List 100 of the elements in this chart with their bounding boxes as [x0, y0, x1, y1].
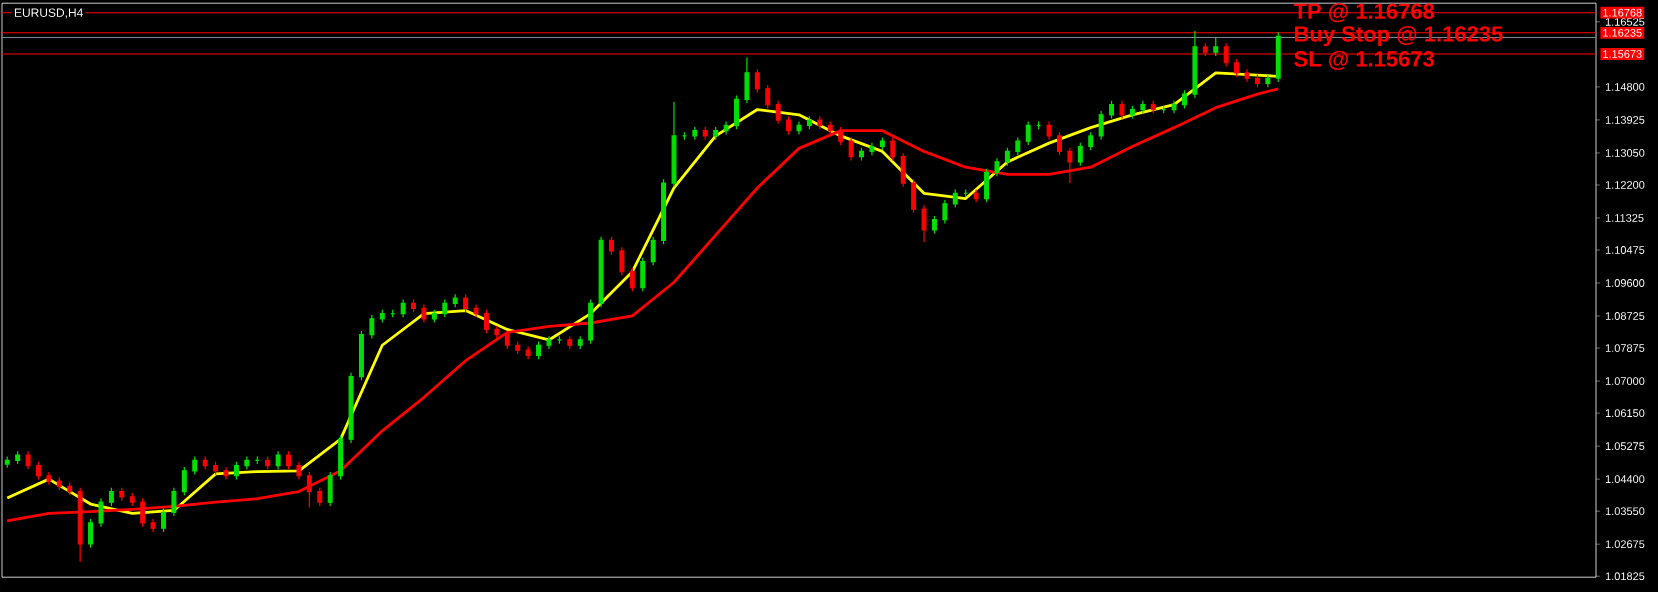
candlestick	[567, 335, 573, 350]
candlestick	[275, 450, 281, 470]
candlestick	[1004, 147, 1010, 167]
candlestick	[88, 518, 94, 549]
candlestick	[202, 455, 208, 470]
candlestick	[671, 101, 677, 188]
y-tick-label: 1.06150	[1605, 409, 1645, 418]
candlestick	[56, 476, 62, 491]
candlestick	[984, 168, 990, 203]
candlestick	[1265, 73, 1271, 88]
candlestick	[400, 299, 406, 318]
candlestick	[1254, 73, 1260, 88]
y-tick-label: 1.01825	[1605, 572, 1645, 581]
candlestick	[108, 487, 114, 507]
candlestick	[577, 335, 583, 350]
candlestick	[744, 56, 750, 104]
y-tick-label: 1.14800	[1605, 83, 1645, 91]
candlestick	[1088, 131, 1094, 151]
candlestick	[421, 303, 427, 324]
candlestick	[900, 152, 906, 188]
candlestick	[1025, 121, 1031, 146]
candlestick	[1192, 30, 1198, 99]
candlestick	[358, 330, 364, 381]
candlestick	[1140, 100, 1146, 114]
candlestick	[442, 299, 448, 318]
candlestick	[827, 121, 833, 136]
candlestick	[994, 157, 1000, 177]
chart-title: EURUSD,H4	[14, 8, 83, 19]
candlestick	[848, 136, 854, 162]
candlestick	[286, 450, 291, 470]
candlestick	[879, 136, 885, 151]
y-tick-label: 1.16768	[1603, 8, 1642, 17]
y-tick-label: 1.13925	[1605, 116, 1645, 124]
candlestick	[546, 335, 552, 350]
candlestick	[67, 481, 73, 496]
candlestick	[598, 236, 604, 308]
candlestick	[1067, 147, 1073, 184]
candlestick	[869, 142, 875, 156]
candlestick	[4, 455, 10, 469]
candlestick	[379, 309, 385, 324]
candlestick	[327, 471, 333, 507]
candlestick	[244, 455, 250, 470]
y-tick-label: 1.09600	[1605, 279, 1645, 287]
candlestick	[890, 136, 896, 162]
candlestick	[1109, 100, 1115, 120]
y-tick-label: 1.07875	[1605, 344, 1645, 352]
candlestick	[536, 340, 542, 360]
candlestick	[161, 507, 166, 533]
candlestick	[411, 299, 417, 313]
candlestick	[775, 100, 781, 125]
candlestick	[1056, 131, 1062, 156]
candlestick	[431, 309, 437, 324]
y-tick-label: 1.16235	[1603, 28, 1642, 37]
candlestick	[754, 68, 760, 94]
candlestick	[713, 126, 719, 141]
candlestick	[921, 204, 927, 243]
candlestick	[36, 461, 41, 481]
y-tick-label: 1.02675	[1605, 540, 1645, 549]
y-tick-label: 1.03550	[1605, 507, 1645, 516]
candlestick	[931, 215, 937, 235]
candlestick	[1119, 100, 1125, 120]
candlestick	[1129, 105, 1135, 120]
candlestick	[1213, 37, 1219, 57]
candlestick	[233, 461, 239, 481]
y-tick-label: 1.05275	[1605, 442, 1645, 451]
candlestick	[296, 461, 302, 481]
y-tick-label: 1.11325	[1605, 214, 1644, 222]
candlestick	[98, 497, 104, 528]
candlestick	[973, 188, 979, 203]
candlestick	[515, 340, 521, 355]
candlestick	[181, 466, 187, 496]
candlestick	[640, 257, 646, 292]
candlestick	[525, 345, 531, 360]
candlestick	[369, 314, 375, 340]
candlestick	[1150, 100, 1156, 114]
candlestick	[817, 115, 823, 130]
candlestick	[150, 518, 156, 533]
candlestick	[452, 293, 458, 308]
candlestick	[171, 487, 177, 517]
candlestick	[692, 126, 698, 141]
y-tick-label: 1.04400	[1605, 475, 1645, 484]
candlestick	[15, 450, 21, 465]
candlestick	[1275, 31, 1281, 83]
candlestick	[629, 267, 635, 292]
candlestick	[786, 115, 792, 136]
candlestick	[942, 199, 948, 225]
candlestick	[765, 84, 771, 110]
candlestick	[1171, 100, 1177, 114]
candlestick	[734, 94, 739, 130]
candlestick	[473, 303, 479, 318]
candlestick	[1098, 110, 1104, 141]
candlestick	[192, 455, 198, 476]
candlestick	[859, 147, 864, 162]
candlestick	[223, 466, 229, 481]
candlestick	[1234, 58, 1240, 78]
candlestick	[806, 115, 812, 130]
candlestick	[650, 236, 656, 266]
candlestick	[661, 178, 667, 245]
candlestick	[1182, 89, 1187, 110]
candlestick	[504, 330, 510, 350]
